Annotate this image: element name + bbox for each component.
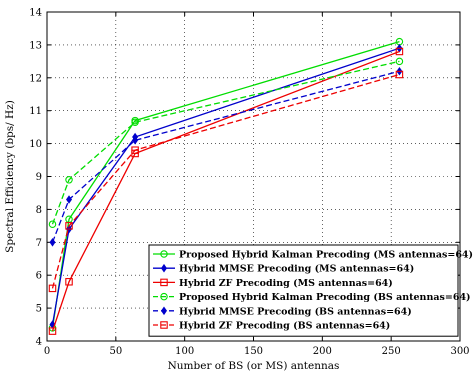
legend-label: Proposed Hybrid Kalman Precoding (BS ant… [179,292,471,303]
data-point [65,176,73,184]
data-point [49,238,56,247]
legend: Proposed Hybrid Kalman Precoding (MS ant… [148,244,473,337]
series-6 [48,70,404,293]
series-line [51,47,400,325]
data-point [65,278,73,286]
legend-entry: Hybrid MMSE Precoding (MS antennas=64) [153,264,414,275]
x-tick-label: 150 [244,346,263,357]
data-point [160,250,168,258]
data-point [132,136,139,145]
legend-entry: Hybrid MMSE Precoding (BS antennas=64) [153,306,412,317]
x-tick-label: 100 [175,346,194,357]
y-tick-label: 7 [36,238,42,249]
series-4 [48,57,404,228]
y-tick-label: 9 [36,172,42,183]
series-lines [48,37,404,335]
data-point [65,222,73,230]
x-tick-label: 0 [44,346,50,357]
data-point [160,292,168,301]
data-point [48,284,57,293]
data-point [48,220,57,228]
legend-label: Proposed Hybrid Kalman Precoding (MS ant… [179,250,473,261]
data-point [160,263,168,273]
plot-frame [46,11,461,342]
series-5 [49,66,403,247]
legend-entry: Proposed Hybrid Kalman Precoding (MS ant… [153,250,473,261]
series-line [51,73,400,289]
data-point [160,306,168,316]
x-axis-label: Number of BS (or MS) antennas [168,360,340,372]
y-tick-label: 10 [29,139,42,150]
data-point [131,146,139,154]
x-tick-label: 300 [450,346,469,357]
data-point [160,321,168,329]
y-tick-label: 14 [29,8,42,19]
y-axis-label: Spectral Efficiency (bps/ Hz) [4,100,16,253]
x-tick-label: 200 [313,346,332,357]
y-tick-label: 5 [36,304,42,315]
y-tick-label: 13 [29,40,42,51]
x-tick-label: 250 [382,346,401,357]
data-point [66,195,73,204]
legend-label: Hybrid MMSE Precoding (BS antennas=64) [179,306,412,317]
legend-entry: Hybrid ZF Precoding (MS antennas=64) [153,278,393,289]
legend-label: Hybrid ZF Precoding (MS antennas=64) [179,278,393,289]
y-tick-label: 11 [29,106,42,117]
data-point [160,278,168,287]
legend-label: Hybrid ZF Precoding (BS antennas=64) [179,321,390,332]
y-tick-label: 6 [36,271,42,282]
data-point [131,118,139,126]
y-tick-label: 8 [36,205,42,216]
series-line [51,60,400,225]
legend-label: Hybrid MMSE Precoding (MS antennas=64) [179,264,414,275]
data-point [48,327,57,335]
data-point [395,70,404,79]
legend-entry: Hybrid ZF Precoding (BS antennas=64) [153,321,390,332]
data-point [395,47,404,56]
series-line [51,50,400,332]
data-point [395,57,404,66]
y-tick-label: 4 [36,337,42,348]
y-tick-label: 12 [29,73,42,84]
x-tick-label: 50 [109,346,122,357]
series-line [51,70,400,243]
legend-box [148,244,459,337]
legend-entry: Proposed Hybrid Kalman Precoding (BS ant… [153,292,471,303]
